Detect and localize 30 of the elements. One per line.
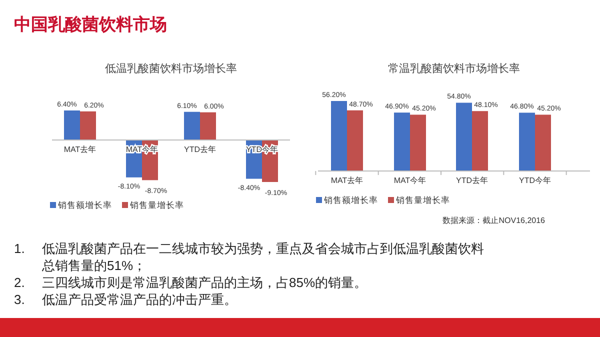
- x-tick-label: YTD去年: [184, 145, 216, 154]
- x-tick-label: YTD去年: [456, 176, 488, 185]
- legend-label: 销售额增长率: [323, 195, 378, 205]
- text: 2. 三四线城市则是常温乳酸菌产品的主场，占85%的销量。: [14, 275, 368, 290]
- legend-label: 销售量增长率: [129, 200, 184, 210]
- bar: [80, 111, 96, 140]
- bar: [456, 102, 472, 171]
- bar: [535, 114, 551, 171]
- x-tick-label: MAT去年: [330, 176, 364, 185]
- chart-title: 常温乳酸菌饮料市场增长率: [388, 62, 520, 75]
- text: 3. 低温产品受常温产品的冲击严重。: [14, 292, 237, 307]
- bar: [331, 101, 347, 171]
- source-note: 数据来源：截止NOV16,2016: [442, 216, 546, 225]
- chart-title: 低温乳酸菌饮料市场增长率: [105, 62, 237, 75]
- bar: [410, 114, 426, 171]
- bar: [200, 112, 216, 140]
- x-tick-label: MAT去年: [64, 145, 96, 154]
- text: 1. 低温乳酸菌产品在一二线城市较为强势，重点及省会城市占到低温乳酸菌饮料总销售量的51%；: [14, 241, 484, 273]
- bar: [64, 110, 80, 140]
- bar: [394, 112, 410, 171]
- bar: [472, 111, 488, 171]
- legend-label: 销售量增长率: [395, 195, 450, 205]
- legend-label: 销售额增长率: [57, 200, 112, 210]
- x-tick-label: YTD今年: [519, 176, 551, 185]
- x-tick-label: MAT今年: [394, 176, 426, 185]
- bar: [184, 112, 200, 140]
- text: 中国乳酸菌饮料市场: [14, 15, 167, 34]
- x-tick-label: YTD今年: [246, 145, 278, 154]
- bar: [347, 110, 363, 171]
- bar: [519, 112, 535, 171]
